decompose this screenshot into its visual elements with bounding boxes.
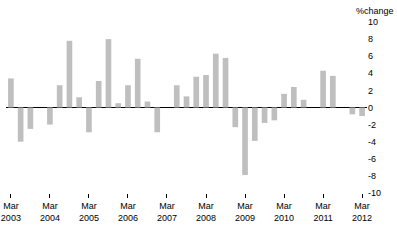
svg-text:10: 10 bbox=[368, 17, 378, 27]
svg-text:0: 0 bbox=[368, 103, 373, 113]
svg-text:Mar2012: Mar2012 bbox=[352, 201, 372, 223]
svg-text:Mar2010: Mar2010 bbox=[274, 201, 294, 223]
svg-text:Mar2008: Mar2008 bbox=[196, 201, 216, 223]
svg-text:Mar2009: Mar2009 bbox=[235, 201, 255, 223]
svg-text:Mar2006: Mar2006 bbox=[118, 201, 138, 223]
svg-text:-2: -2 bbox=[368, 120, 376, 130]
svg-text:-6: -6 bbox=[368, 154, 376, 164]
svg-text:6: 6 bbox=[368, 51, 373, 61]
svg-text:-8: -8 bbox=[368, 171, 376, 181]
svg-text:Mar2004: Mar2004 bbox=[40, 201, 60, 223]
svg-text:-4: -4 bbox=[368, 137, 376, 147]
svg-text:Mar2005: Mar2005 bbox=[79, 201, 99, 223]
svg-text:2: 2 bbox=[368, 86, 373, 96]
svg-text:Mar2003: Mar2003 bbox=[1, 201, 21, 223]
svg-text:4: 4 bbox=[368, 68, 373, 78]
svg-text:8: 8 bbox=[368, 34, 373, 44]
svg-text:-10: -10 bbox=[368, 188, 381, 198]
svg-text:Mar2007: Mar2007 bbox=[157, 201, 177, 223]
svg-text:Mar2011: Mar2011 bbox=[313, 201, 332, 223]
svg-text:%change: %change bbox=[356, 6, 394, 16]
